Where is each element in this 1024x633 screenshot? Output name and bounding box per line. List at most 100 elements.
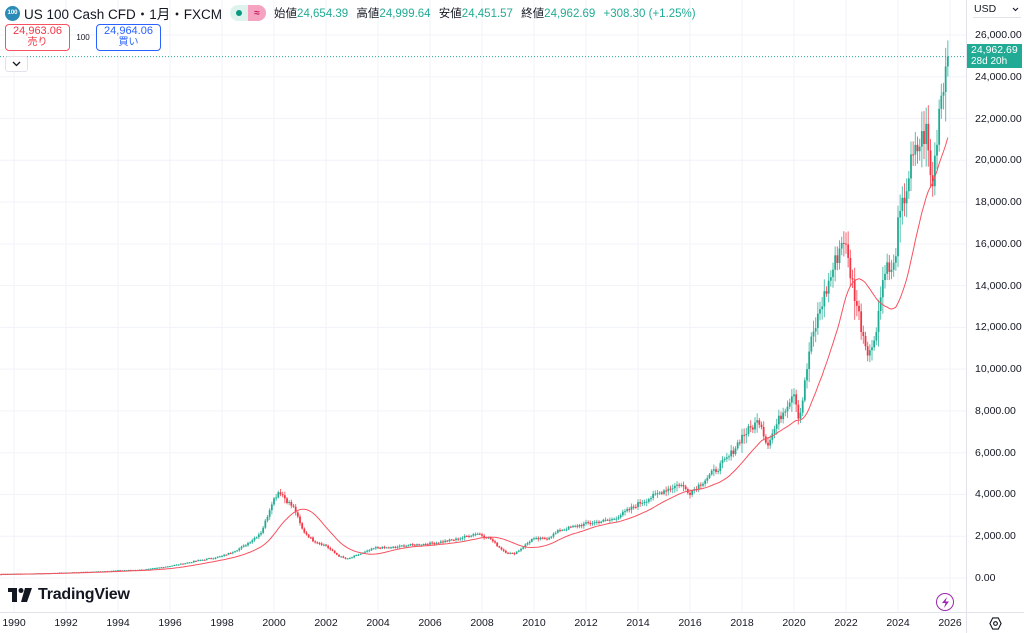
- candle-up: [153, 568, 156, 570]
- candle-up: [340, 556, 343, 558]
- candle-down: [314, 541, 317, 543]
- time-axis[interactable]: 1990 1992 1994 1996 1998 2000 2002 2004 2006 2008…: [0, 612, 966, 633]
- candle-up: [353, 555, 356, 558]
- candle-up: [429, 542, 431, 545]
- candle-up: [585, 522, 587, 524]
- candle-up: [244, 545, 247, 547]
- candle-down: [309, 537, 312, 539]
- price-axis[interactable]: 26,000.00 24,000.00 22,000.00 20,000.00 18,0…: [966, 0, 1024, 612]
- candle-up: [275, 497, 278, 499]
- candle-up: [270, 504, 273, 511]
- candle-down: [502, 549, 505, 551]
- ohlc-values: 始値24,654.39 高値24,999.64 安値24,451.57 終値24…: [274, 5, 696, 21]
- candle-up: [637, 502, 639, 508]
- candle-up: [463, 535, 466, 538]
- lightning-bolt-button[interactable]: [936, 593, 954, 611]
- candle-down: [225, 554, 228, 556]
- candle-up: [238, 548, 241, 551]
- candle-up: [273, 498, 275, 505]
- candle-down: [678, 484, 681, 486]
- candle-down: [478, 533, 481, 535]
- candle-up: [385, 547, 388, 549]
- candle-up: [262, 527, 265, 533]
- candle-up: [470, 535, 473, 537]
- candle-down: [377, 547, 379, 549]
- candle-up: [784, 411, 787, 413]
- candle-up: [933, 155, 936, 187]
- candle-up: [199, 560, 202, 562]
- candle-down: [331, 549, 334, 551]
- candle-up: [214, 557, 217, 559]
- chart-settings-button[interactable]: [966, 612, 1024, 633]
- candle-up: [832, 269, 834, 278]
- price-tick-label: 6,000.00: [975, 446, 1016, 459]
- candle-up: [901, 197, 904, 211]
- candle-up: [422, 544, 425, 546]
- candle-up: [370, 548, 373, 551]
- candle-up: [400, 545, 403, 547]
- price-tick-label: 2,000.00: [975, 530, 1016, 543]
- candle-up: [905, 191, 908, 204]
- candle-up: [892, 262, 895, 270]
- candle-up: [550, 536, 553, 538]
- candle-up: [476, 533, 479, 535]
- candle-down: [195, 560, 197, 562]
- candle-up: [717, 470, 720, 472]
- candle-down: [292, 505, 295, 507]
- tradingview-logo[interactable]: TradingView: [8, 586, 130, 604]
- candle-up: [663, 490, 665, 494]
- candle-up: [147, 568, 150, 570]
- symbol-title[interactable]: US 100 Cash CFD・1月・FXCM: [24, 7, 223, 22]
- moving-average-line: [1, 137, 949, 575]
- sell-button[interactable]: 24,963.06 売り: [5, 24, 70, 51]
- candle-down: [780, 415, 782, 420]
- candle-up: [624, 511, 626, 513]
- time-tick-label: 1996: [158, 617, 182, 629]
- candle-down: [303, 528, 306, 533]
- candle-up: [364, 551, 366, 553]
- candle-up: [871, 347, 873, 351]
- candle-up: [166, 566, 169, 568]
- candle-up: [910, 154, 912, 179]
- plot-area[interactable]: [0, 0, 966, 612]
- candle-down: [504, 550, 507, 553]
- candle-down: [699, 484, 702, 486]
- market-status[interactable]: ≈: [230, 5, 267, 21]
- tradingview-logo-text: TradingView: [38, 586, 130, 603]
- candle-down: [433, 543, 436, 545]
- candle-down: [333, 550, 336, 553]
- candle-up: [212, 558, 215, 560]
- candle-up: [877, 311, 880, 332]
- currency-selector[interactable]: USD: [973, 1, 1021, 18]
- candle-up: [266, 516, 269, 521]
- close-value: 24,962.69: [544, 8, 596, 20]
- candle-up: [654, 493, 657, 495]
- candle-up: [710, 470, 713, 475]
- collapse-legend-button[interactable]: [5, 56, 28, 72]
- candle-up: [697, 484, 700, 490]
- candle-up: [615, 518, 618, 520]
- candle-down: [437, 542, 440, 544]
- candle-up: [574, 525, 577, 527]
- time-tick-label: 2010: [522, 617, 546, 629]
- candle-up: [114, 570, 117, 572]
- close-label: 終値: [521, 8, 545, 20]
- candle-up: [819, 309, 821, 314]
- candle-up: [407, 545, 410, 547]
- candle-up: [561, 529, 564, 531]
- buy-button[interactable]: 24,964.06 買い: [96, 24, 161, 51]
- candle-down: [632, 506, 635, 508]
- candle-down: [342, 556, 345, 558]
- candle-up: [814, 328, 817, 332]
- low-value: 24,451.57: [461, 8, 513, 20]
- low-label: 安値: [438, 8, 462, 20]
- candle-down: [749, 426, 752, 428]
- time-tick-label: 2016: [678, 617, 702, 629]
- candle-down: [452, 539, 455, 541]
- candle-up: [444, 540, 447, 543]
- candle-down: [858, 305, 860, 312]
- candle-up: [756, 420, 759, 423]
- candle-down: [543, 537, 546, 539]
- candle-up: [754, 422, 756, 430]
- candle-up: [197, 560, 200, 562]
